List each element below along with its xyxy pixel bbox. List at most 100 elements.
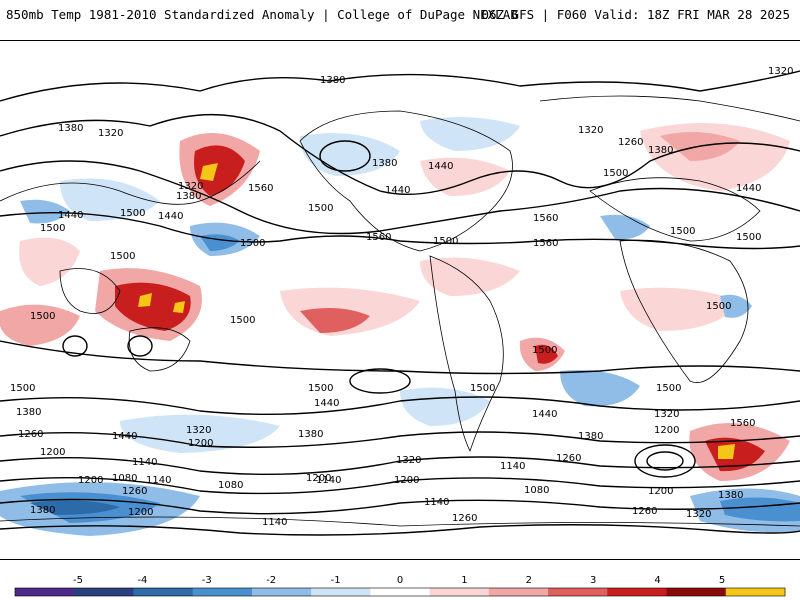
map-panel[interactable]: 1380 1320 1380 1320 1320 1260 1380 1440 … [0,40,800,560]
svg-text:1440: 1440 [532,409,557,420]
svg-text:1500: 1500 [308,383,333,394]
colorbar-tick-label: 4 [654,575,660,586]
svg-text:1500: 1500 [308,203,333,214]
colorbar-tick-label: -3 [202,575,212,586]
svg-text:1560: 1560 [730,418,755,429]
svg-text:1500: 1500 [670,226,695,237]
svg-text:1320: 1320 [578,125,603,136]
svg-text:1320: 1320 [396,455,421,466]
colorbar-segment [15,588,75,596]
svg-text:1500: 1500 [30,311,55,322]
svg-text:1500: 1500 [240,238,265,249]
svg-text:1260: 1260 [556,453,581,464]
svg-text:1380: 1380 [16,407,41,418]
svg-text:1080: 1080 [524,485,549,496]
map-title: 850mb Temp 1981-2010 Standardized Anomal… [6,7,518,22]
svg-text:1380: 1380 [298,429,323,440]
colorbar-scale: -5 -4 -3 -2 -1 0 1 2 3 4 5 [14,575,786,597]
svg-text:1440: 1440 [736,183,761,194]
svg-text:1140: 1140 [500,461,525,472]
svg-text:1140: 1140 [132,457,157,468]
svg-text:1260: 1260 [18,429,43,440]
svg-text:1380: 1380 [30,505,55,516]
svg-text:1140: 1140 [424,497,449,508]
svg-text:1320: 1320 [98,128,123,139]
colorbar-segment [133,588,194,596]
svg-text:1560: 1560 [533,238,558,249]
svg-text:1440: 1440 [385,185,410,196]
svg-text:1500: 1500 [40,223,65,234]
colorbar-segment [192,588,253,596]
svg-text:1380: 1380 [718,490,743,501]
colorbar-tick-label: 1 [461,575,467,586]
colorbar-tick-label: -4 [137,575,147,586]
colorbar: -5 -4 -3 -2 -1 0 1 2 3 4 5 [0,570,800,600]
svg-text:1500: 1500 [603,168,628,179]
svg-text:1560: 1560 [366,232,391,243]
svg-text:1320: 1320 [768,66,793,77]
colorbar-segment [429,588,490,596]
svg-text:1500: 1500 [470,383,495,394]
svg-text:1380: 1380 [58,123,83,134]
svg-text:1500: 1500 [120,208,145,219]
svg-text:1200: 1200 [394,475,419,486]
svg-text:1440: 1440 [112,431,137,442]
colorbar-tick-label: 2 [526,575,532,586]
svg-text:1140: 1140 [146,475,171,486]
colorbar-segment [725,588,786,596]
svg-text:1200: 1200 [78,475,103,486]
colorbar-segment [74,588,134,596]
svg-text:1500: 1500 [10,383,35,394]
svg-text:1380: 1380 [648,145,673,156]
colorbar-segment [548,588,608,596]
svg-text:1440: 1440 [58,210,83,221]
model-run-info: 06Z GFS | F060 Valid: 18Z FRI MAR 28 202… [481,7,790,22]
svg-text:1500: 1500 [230,315,255,326]
svg-text:1260: 1260 [452,513,477,524]
svg-text:1260: 1260 [122,486,147,497]
colorbar-segment [488,588,549,596]
contour-labels: 1380 1320 1380 1320 1320 1260 1380 1440 … [10,66,793,528]
colorbar-tick-label: -5 [73,575,83,586]
colorbar-segment [251,588,312,596]
svg-text:1380: 1380 [320,75,345,86]
svg-text:1500: 1500 [706,301,731,312]
height-contours [0,70,800,536]
svg-text:1200: 1200 [188,438,213,449]
svg-text:1380: 1380 [372,158,397,169]
svg-text:1140: 1140 [316,475,341,486]
colorbar-outline [14,587,786,597]
anomaly-map[interactable]: 1380 1320 1380 1320 1320 1260 1380 1440 … [0,41,800,559]
svg-text:1320: 1320 [654,409,679,420]
svg-text:1500: 1500 [532,345,557,356]
colorbar-tick-label: 5 [719,575,725,586]
svg-text:1440: 1440 [428,161,453,172]
svg-text:1320: 1320 [178,181,203,192]
svg-text:1140: 1140 [262,517,287,528]
svg-text:1320: 1320 [186,425,211,436]
svg-text:1320: 1320 [686,509,711,520]
svg-text:1080: 1080 [112,473,137,484]
warm-anomaly-shading [0,123,790,481]
colorbar-tick-label: -1 [331,575,341,586]
colorbar-segment [607,588,668,596]
colorbar-tick-label: -2 [266,575,276,586]
svg-text:1560: 1560 [248,183,273,194]
svg-text:1440: 1440 [314,398,339,409]
coastlines [0,95,800,527]
colorbar-tick-label: 0 [397,575,403,586]
svg-text:1500: 1500 [736,232,761,243]
svg-text:1500: 1500 [656,383,681,394]
svg-text:1380: 1380 [578,431,603,442]
svg-text:1560: 1560 [533,213,558,224]
svg-text:1500: 1500 [433,236,458,247]
colorbar-segment [666,588,727,596]
svg-text:1260: 1260 [632,506,657,517]
cold-anomaly-shading [0,117,800,536]
svg-text:1200: 1200 [128,507,153,518]
svg-text:1500: 1500 [110,251,135,262]
svg-text:1200: 1200 [654,425,679,436]
colorbar-tick-label: 3 [590,575,596,586]
svg-text:1080: 1080 [218,480,243,491]
colorbar-segment [370,588,431,596]
